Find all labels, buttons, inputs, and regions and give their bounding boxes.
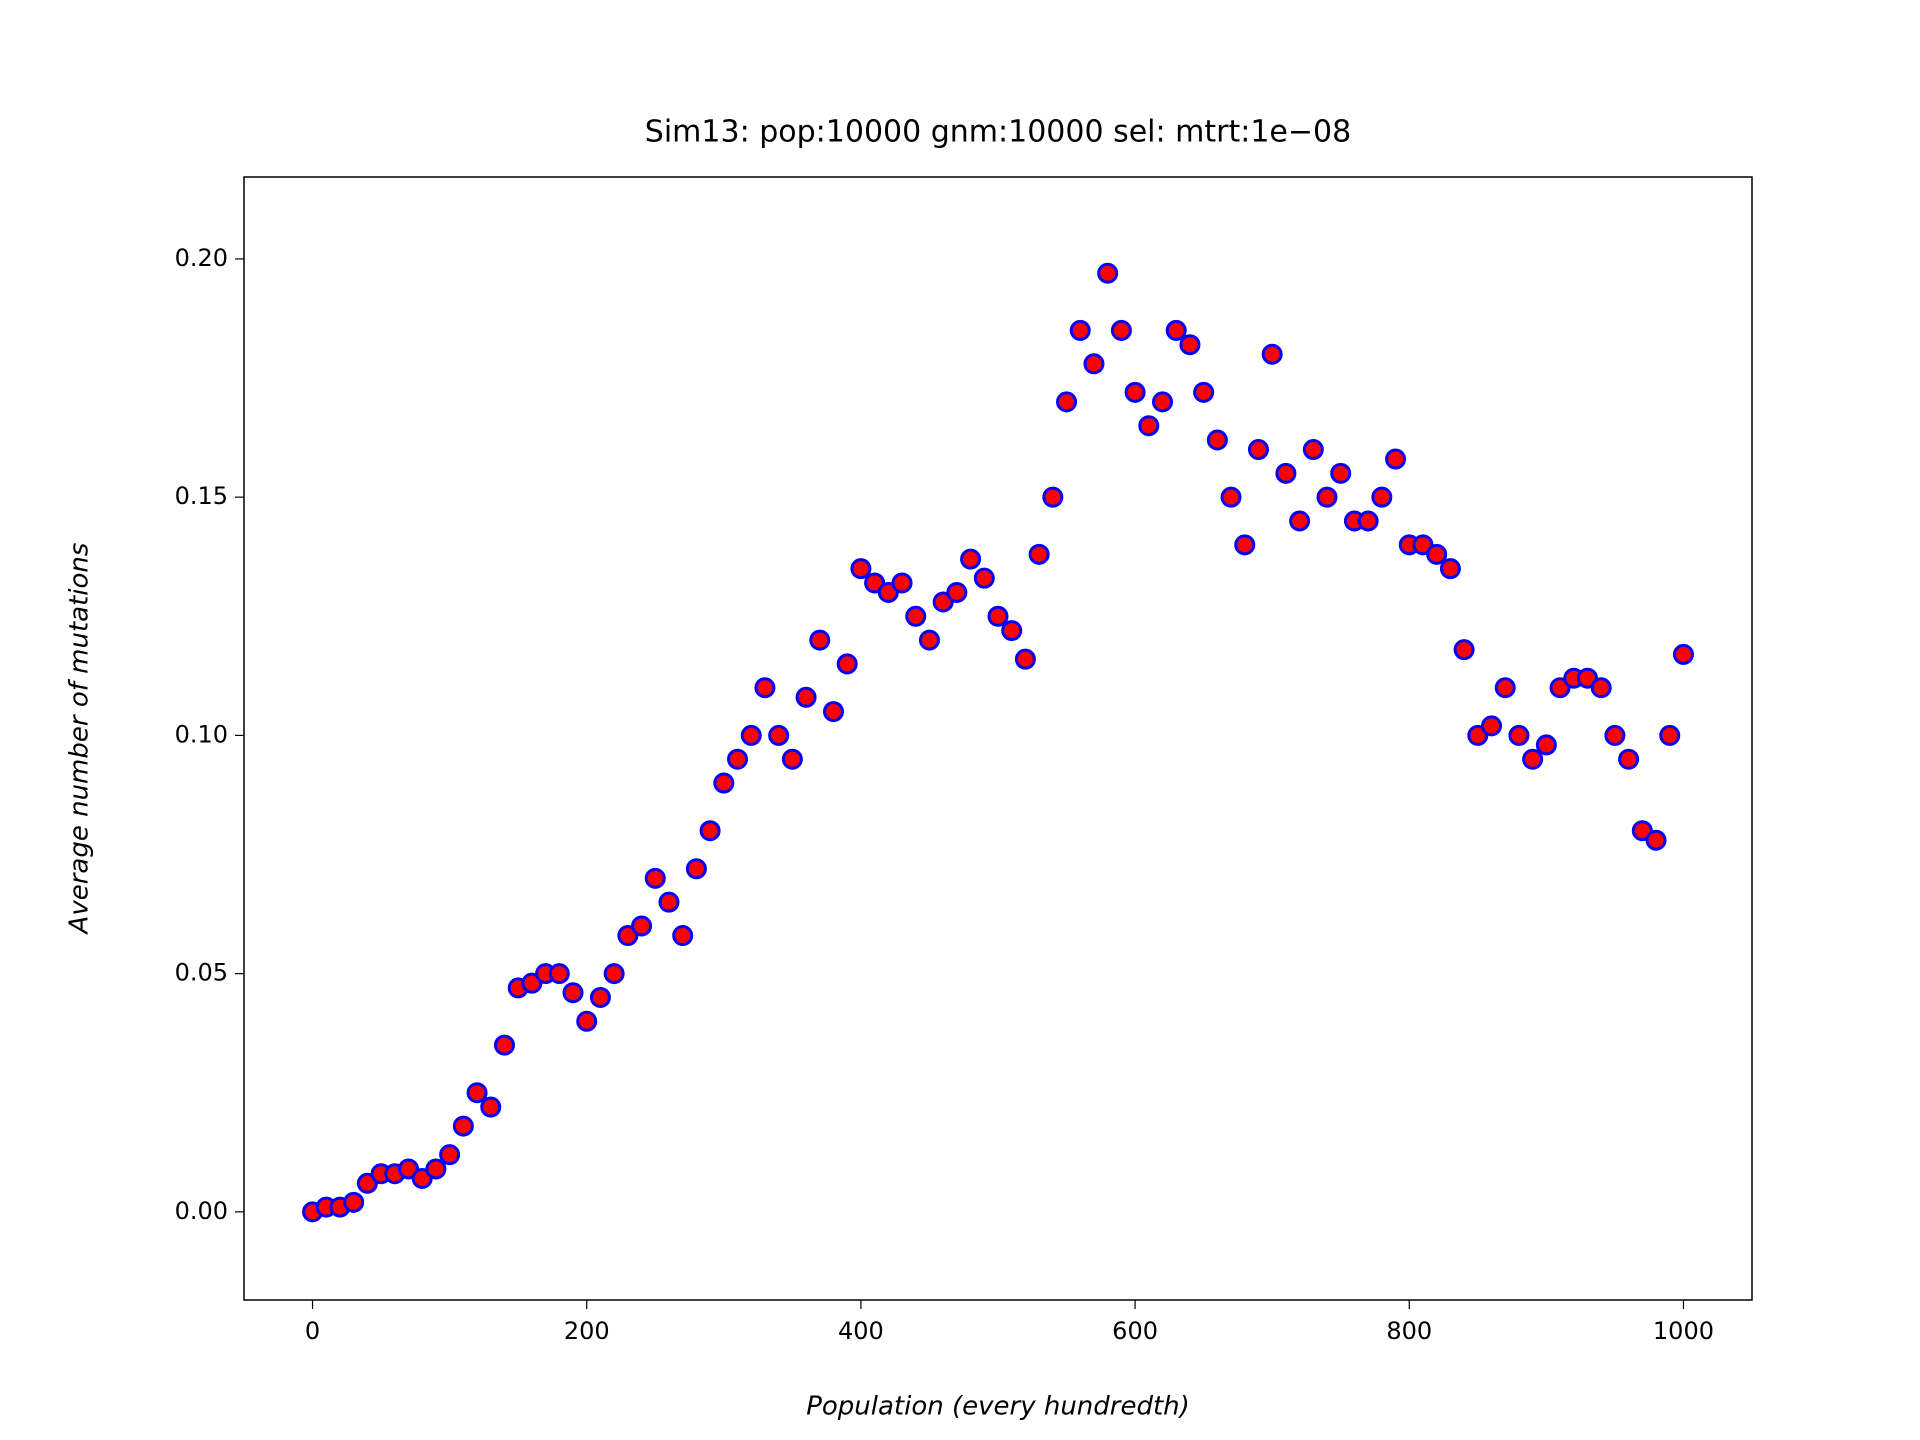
scatter-point xyxy=(425,1158,447,1180)
scatter-point xyxy=(918,629,940,651)
x-tick-label: 400 xyxy=(838,1317,884,1345)
scatter-point xyxy=(1152,391,1174,413)
scatter-point xyxy=(603,963,625,985)
scatter-point xyxy=(946,581,968,603)
scatter-point xyxy=(1110,319,1132,341)
x-tick-label: 800 xyxy=(1386,1317,1432,1345)
scatter-point xyxy=(1330,462,1352,484)
scatter-point xyxy=(562,982,584,1004)
scatter-point xyxy=(1083,353,1105,375)
scatter-point xyxy=(1138,415,1160,437)
scatter-point xyxy=(1371,486,1393,508)
scatter-point xyxy=(795,686,817,708)
scatter-point xyxy=(754,677,776,699)
y-tick-label: 0.00 xyxy=(175,1197,228,1225)
scatter-point xyxy=(1659,724,1681,746)
scatter-point xyxy=(768,724,790,746)
scatter-point xyxy=(1014,648,1036,670)
scatter-point xyxy=(644,867,666,889)
scatter-point xyxy=(1247,439,1269,461)
scatter-point xyxy=(1522,748,1544,770)
scatter-point xyxy=(439,1144,461,1166)
scatter-point xyxy=(699,820,721,842)
scatter-point xyxy=(740,724,762,746)
scatter-point xyxy=(658,891,680,913)
scatter-point xyxy=(960,548,982,570)
scatter-point xyxy=(480,1096,502,1118)
scatter-point xyxy=(905,605,927,627)
scatter-point xyxy=(836,653,858,675)
scatter-point xyxy=(1028,543,1050,565)
scatter-point xyxy=(1535,734,1557,756)
scatter-point xyxy=(1069,319,1091,341)
y-tick-label: 0.20 xyxy=(175,244,228,272)
y-tick-label: 0.15 xyxy=(175,482,228,510)
scatter-point xyxy=(973,567,995,589)
scatter-point xyxy=(1097,262,1119,284)
scatter-point xyxy=(1357,510,1379,532)
scatter-point xyxy=(452,1115,474,1137)
scatter-point xyxy=(631,915,653,937)
x-axis-label: Population (every hundredth) xyxy=(806,1392,1190,1422)
scatter-point xyxy=(672,925,694,947)
scatter-point xyxy=(548,963,570,985)
scatter-point xyxy=(493,1034,515,1056)
scatter-point xyxy=(466,1082,488,1104)
scatter-point xyxy=(589,986,611,1008)
plot-frame xyxy=(243,176,1753,1301)
x-tick-label: 200 xyxy=(564,1317,610,1345)
x-tick-label: 0 xyxy=(305,1317,320,1345)
scatter-point xyxy=(1193,381,1215,403)
x-tick-label: 600 xyxy=(1112,1317,1158,1345)
scatter-point xyxy=(1672,643,1694,665)
scatter-point xyxy=(1042,486,1064,508)
scatter-point xyxy=(576,1010,598,1032)
scatter-point xyxy=(727,748,749,770)
scatter-point xyxy=(1261,343,1283,365)
scatter-point xyxy=(1439,558,1461,580)
scatter-point xyxy=(1289,510,1311,532)
scatter-point xyxy=(1426,543,1448,565)
y-tick-label: 0.10 xyxy=(175,720,228,748)
y-axis-label: Average number of mutations xyxy=(65,543,95,936)
scatter-point xyxy=(1234,534,1256,556)
scatter-point xyxy=(685,858,707,880)
scatter-point xyxy=(1385,448,1407,470)
scatter-point xyxy=(891,572,913,594)
scatter-point xyxy=(1302,439,1324,461)
scatter-point xyxy=(850,558,872,580)
y-tick-label: 0.05 xyxy=(175,959,228,987)
scatter-point xyxy=(1494,677,1516,699)
scatter-point xyxy=(1165,319,1187,341)
scatter-point xyxy=(1001,620,1023,642)
scatter-point xyxy=(1124,381,1146,403)
scatter-point xyxy=(1508,724,1530,746)
scatter-point xyxy=(1056,391,1078,413)
scatter-point xyxy=(1645,829,1667,851)
scatter-point xyxy=(809,629,831,651)
scatter-point xyxy=(1316,486,1338,508)
scatter-point xyxy=(1275,462,1297,484)
scatter-point xyxy=(1453,639,1475,661)
chart-title: Sim13: pop:10000 gnm:10000 sel: mtrt:1e−… xyxy=(645,115,1351,150)
scatter-point xyxy=(343,1191,365,1213)
scatter-point xyxy=(1618,748,1640,770)
scatter-point xyxy=(1206,429,1228,451)
scatter-point xyxy=(1220,486,1242,508)
x-tick-label: 1000 xyxy=(1653,1317,1714,1345)
scatter-point xyxy=(781,748,803,770)
scatter-point xyxy=(987,605,1009,627)
scatter-point xyxy=(822,701,844,723)
scatter-point xyxy=(1604,724,1626,746)
scatter-point xyxy=(1590,677,1612,699)
scatter-point xyxy=(713,772,735,794)
scatter-point xyxy=(1481,715,1503,737)
scatter-point xyxy=(1179,334,1201,356)
